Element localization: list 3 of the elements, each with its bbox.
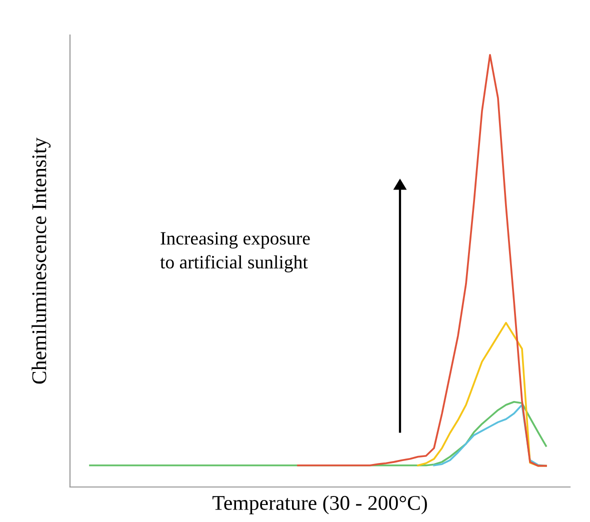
y-axis-title: Chemiluminescence Intensity xyxy=(32,138,51,384)
x-axis-title: Temperature (30 - 200°C) xyxy=(212,495,427,514)
annotation: Increasing exposure to artificial sunlight xyxy=(160,232,310,272)
